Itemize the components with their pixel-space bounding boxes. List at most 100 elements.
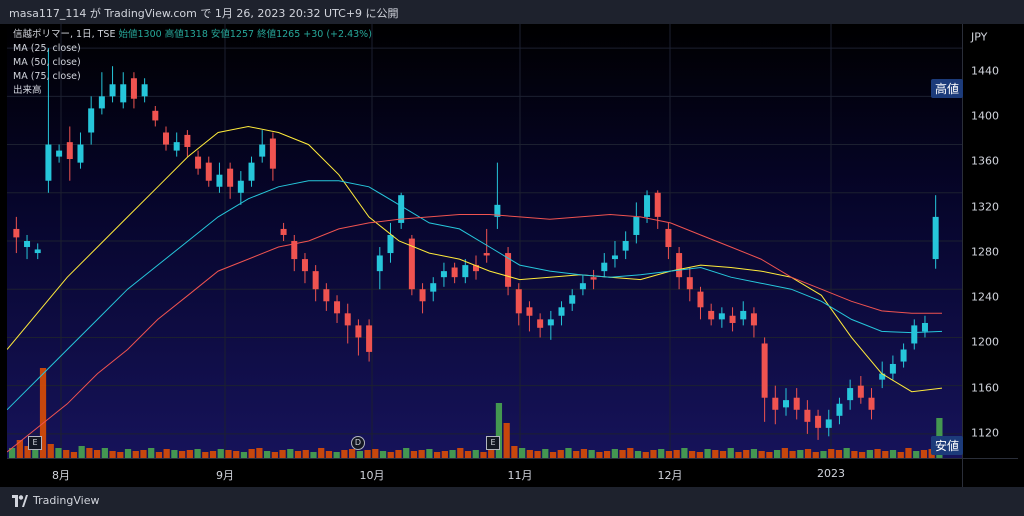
volume-bar	[287, 449, 294, 458]
volume-bar	[495, 403, 503, 458]
volume-bar	[519, 448, 526, 458]
volume-bar	[202, 452, 209, 458]
chart-frame[interactable]: 信越ポリマー, 1日, TSE 始値1300 高値1318 安値1257 終値1…	[7, 24, 1018, 488]
volume-bar	[735, 452, 742, 458]
volume-bar	[758, 451, 765, 458]
low-price-tag: 安値	[931, 436, 964, 455]
volume-bar	[240, 452, 248, 458]
candle-body	[34, 249, 41, 254]
volume-bar	[743, 450, 750, 458]
legend-ma25[interactable]: MA (25, close)	[13, 43, 81, 54]
candle-body	[515, 289, 522, 314]
volume-bar	[843, 448, 850, 458]
volume-bar	[634, 451, 642, 458]
price-axis[interactable]: JPY 1440 1400 1360 1320 1280 1240 1200 1…	[962, 24, 1018, 458]
volume-bar	[47, 444, 54, 458]
volume-bar	[379, 451, 387, 458]
candle-body	[45, 144, 52, 181]
candle-body	[579, 283, 586, 290]
volume-bar	[117, 452, 124, 458]
volume-bar	[905, 448, 912, 458]
candle-body	[857, 385, 864, 398]
candle-body	[301, 259, 308, 272]
candle-body	[98, 96, 105, 109]
volume-bar	[70, 452, 78, 458]
candle-body	[88, 108, 95, 133]
candle-body	[686, 277, 693, 290]
volume-bar	[650, 450, 657, 458]
volume-bar	[472, 450, 479, 458]
candle-body	[13, 228, 20, 238]
volume-bar	[889, 450, 897, 458]
dividend-marker[interactable]: D	[351, 436, 365, 450]
volume-bar	[109, 451, 116, 458]
price-tick: 1280	[971, 245, 999, 259]
candle-body	[451, 267, 458, 278]
candle-body	[56, 150, 63, 157]
candle-body	[355, 325, 362, 338]
candle-body	[569, 295, 576, 304]
price-tick: 1320	[971, 200, 999, 214]
volume-bar	[318, 448, 325, 458]
volume-bar	[588, 450, 595, 458]
volume-bar	[194, 449, 201, 458]
volume-bar	[302, 450, 309, 458]
volume-bar	[503, 423, 510, 458]
legend-ma75[interactable]: MA (75, close)	[13, 71, 81, 82]
legend-volume[interactable]: 出来高	[13, 85, 42, 96]
volume-bar	[124, 449, 132, 458]
footer-bar: TradingView	[0, 487, 1024, 516]
candle-body	[900, 349, 907, 362]
candle-body	[152, 110, 159, 121]
candle-body	[729, 315, 736, 323]
volume-bar	[913, 451, 920, 458]
volume-bar	[851, 451, 858, 458]
candle-body	[291, 241, 298, 260]
candle-body	[312, 271, 319, 290]
candle-body	[237, 180, 244, 193]
volume-bar	[874, 449, 881, 458]
earnings-marker-1[interactable]: E	[28, 436, 42, 450]
legend-symbol: 信越ポリマー, 1日, TSE	[13, 29, 116, 40]
candle-body	[537, 319, 544, 328]
candle-body	[879, 373, 886, 380]
volume-bar	[573, 451, 580, 458]
candle-body	[184, 134, 191, 147]
volume-bar	[897, 452, 904, 458]
volume-bar	[256, 448, 263, 458]
candle-body	[248, 162, 255, 181]
volume-bar	[642, 452, 649, 458]
volume-bar	[132, 451, 139, 458]
candle-body	[750, 313, 757, 326]
time-axis[interactable]: 8月 9月 10月 11月 12月 2023	[7, 458, 962, 488]
price-chart[interactable]	[7, 24, 962, 458]
candle-body	[547, 319, 554, 326]
volume-bar	[434, 452, 441, 458]
candle-body	[344, 313, 351, 326]
time-label: 2023	[817, 467, 845, 480]
candle-body	[109, 84, 116, 97]
candle-body	[24, 241, 31, 248]
volume-bar	[271, 452, 278, 458]
candle-body	[825, 419, 832, 428]
volume-bar	[294, 451, 302, 458]
volume-bar	[689, 451, 696, 458]
volume-bar	[233, 451, 240, 458]
volume-bar	[658, 449, 665, 458]
candle-body	[494, 204, 501, 217]
candle-body	[227, 168, 234, 187]
volume-bar	[395, 450, 402, 458]
volume-bar	[209, 451, 217, 458]
candle-body	[676, 253, 683, 278]
earnings-marker-2[interactable]: E	[486, 436, 500, 450]
legend-ma50[interactable]: MA (50, close)	[13, 57, 81, 68]
candle-body	[269, 138, 276, 169]
plot-area[interactable]: 信越ポリマー, 1日, TSE 始値1300 高値1318 安値1257 終値1…	[7, 24, 962, 458]
volume-bar	[101, 448, 108, 458]
volume-bar	[9, 448, 16, 458]
volume-bar	[812, 452, 819, 458]
ma75-line	[7, 213, 942, 453]
high-price-tag: 高値	[931, 79, 964, 98]
volume-bar	[488, 449, 495, 458]
candle-body	[141, 84, 148, 97]
